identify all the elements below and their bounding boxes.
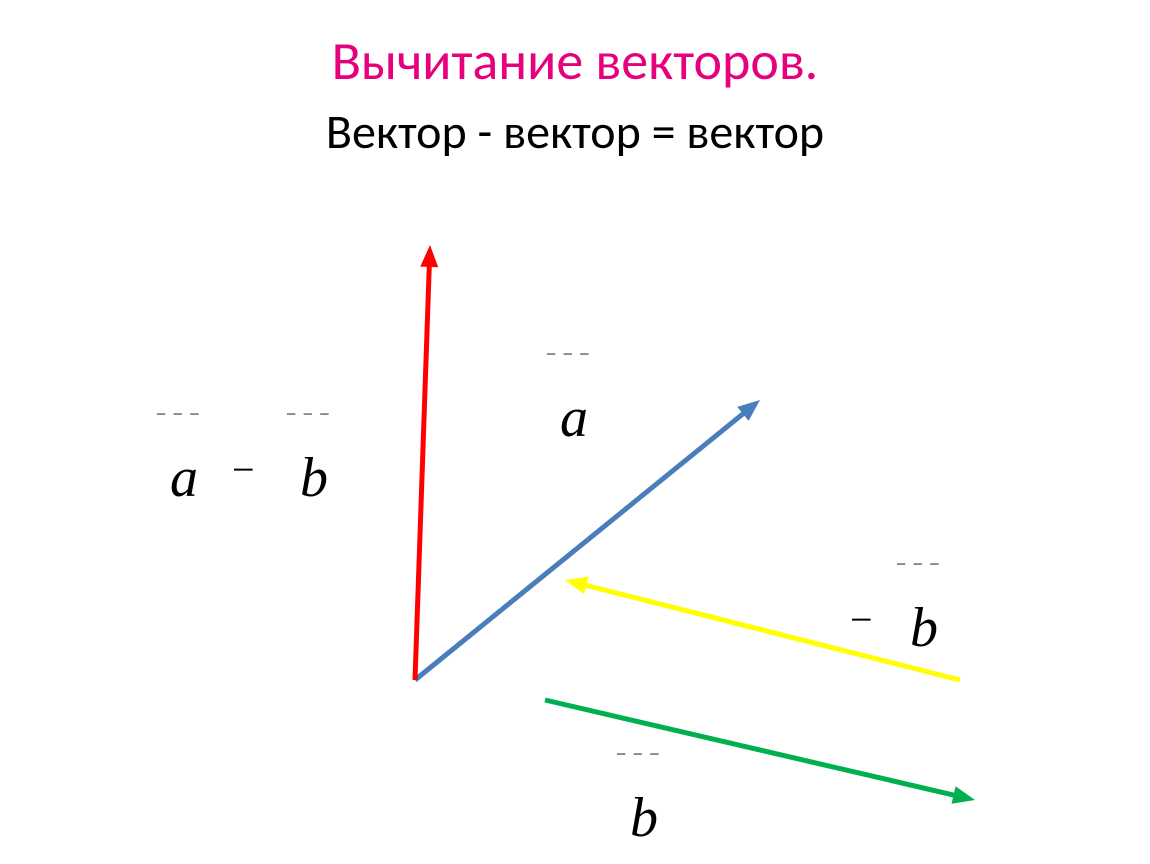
label-lab_b: b xyxy=(630,790,658,846)
overline-expr_b: − − − xyxy=(286,405,330,423)
label-expr_a: a xyxy=(170,450,198,506)
label-lab_neg_minus: − xyxy=(850,600,873,640)
label-lab_a: a xyxy=(560,390,588,446)
label-expr_minus: − xyxy=(232,450,255,490)
overline-lab_a: − − − xyxy=(546,345,590,363)
overline-lab_neg_b: − − − xyxy=(896,555,940,573)
stage: Вычитание векторов. Вектор - вектор = ве… xyxy=(0,0,1150,864)
label-lab_neg_b: b xyxy=(910,600,938,656)
label-expr_b: b xyxy=(300,450,328,506)
overline-expr_a: − − − xyxy=(156,405,200,423)
overline-lab_b: − − − xyxy=(616,745,660,763)
